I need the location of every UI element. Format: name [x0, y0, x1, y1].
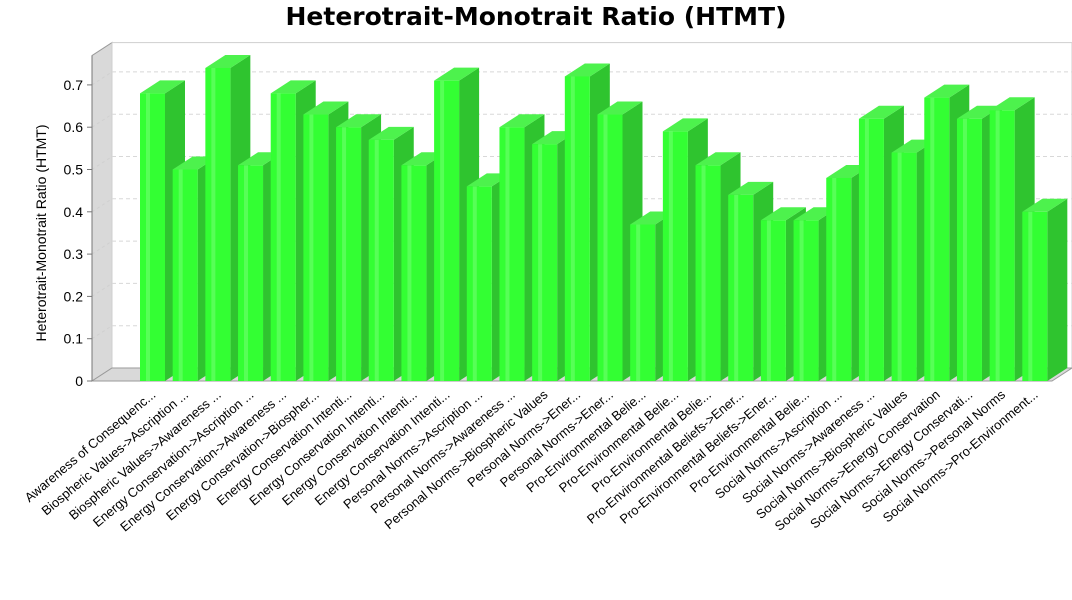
- bar-highlight: [570, 76, 575, 381]
- y-tick-label: 0.5: [64, 162, 84, 178]
- bar-front: [924, 97, 950, 381]
- bar-top: [662, 118, 708, 132]
- gridline-wall: [91, 113, 113, 128]
- bar-highlight: [440, 80, 445, 382]
- bar-front: [205, 67, 231, 381]
- bar-top: [760, 207, 806, 221]
- bar-top: [564, 63, 610, 77]
- bar-highlight: [505, 127, 510, 381]
- bar-top: [434, 67, 480, 81]
- gridline-wall: [91, 71, 113, 86]
- bar-highlight: [636, 224, 641, 381]
- y-tick-label: 0.2: [64, 288, 84, 304]
- bar-front: [140, 93, 165, 382]
- bar-front: [695, 165, 721, 381]
- y-tick-label: 0: [75, 373, 83, 389]
- bar-highlight: [995, 110, 1000, 381]
- bar-front: [728, 194, 754, 381]
- bar-top: [140, 80, 185, 94]
- bar-highlight: [146, 93, 150, 382]
- gridline-wall: [91, 240, 113, 255]
- bar-side: [1047, 198, 1068, 381]
- y-tick-label: 0.6: [64, 119, 84, 135]
- y-tick-label: 0.1: [64, 331, 84, 347]
- bar-highlight: [178, 169, 183, 381]
- bar-front: [434, 80, 460, 382]
- bar-front: [466, 186, 492, 381]
- bar-front: [172, 169, 198, 381]
- bar-highlight: [309, 114, 314, 381]
- bar-highlight: [799, 220, 804, 381]
- bar-top: [695, 152, 741, 166]
- y-tick-label: 0.3: [64, 246, 84, 262]
- bar-front: [891, 152, 917, 381]
- bar-highlight: [766, 220, 771, 381]
- bar-front: [499, 127, 525, 381]
- bar-highlight: [1028, 211, 1033, 381]
- bar-top: [368, 126, 414, 140]
- bar-front: [532, 144, 558, 381]
- bar-front: [1022, 211, 1048, 381]
- gridline-wall: [91, 325, 113, 340]
- bar-top: [270, 80, 316, 94]
- y-axis-title: Heterotrait-Monotrait Ratio (HTMT): [33, 124, 49, 341]
- bar-front: [564, 76, 590, 381]
- bars: [140, 54, 1068, 382]
- bar-highlight: [472, 186, 477, 381]
- bar-front: [760, 220, 786, 381]
- bar-highlight: [701, 165, 706, 381]
- bar-top: [956, 105, 1002, 119]
- bar-front: [989, 110, 1015, 381]
- bar-highlight: [864, 118, 869, 382]
- bar-top: [989, 97, 1035, 111]
- bar-front: [401, 165, 427, 381]
- bar-top: [205, 54, 251, 68]
- bar-front: [597, 114, 623, 381]
- y-tick-label: 0.7: [64, 77, 84, 93]
- bar-front: [270, 93, 296, 382]
- bar-highlight: [603, 114, 608, 381]
- bar-highlight: [930, 97, 935, 381]
- bar-top: [597, 101, 643, 115]
- bar-highlight: [276, 93, 281, 382]
- bar-top: [858, 105, 904, 119]
- bar-highlight: [734, 194, 739, 381]
- bar-front: [956, 118, 982, 382]
- bar-highlight: [832, 177, 837, 381]
- bar-highlight: [342, 127, 347, 381]
- bar-front: [368, 139, 394, 381]
- bar-highlight: [211, 67, 216, 381]
- bar-top: [924, 84, 970, 98]
- bar: [1022, 198, 1068, 381]
- bar-top: [499, 114, 545, 128]
- bar-front: [238, 165, 264, 381]
- bar-front: [858, 118, 884, 382]
- bar-front: [630, 224, 656, 381]
- bar-front: [662, 131, 688, 381]
- bar-front: [793, 220, 819, 381]
- gridline-wall: [91, 282, 113, 297]
- bar-highlight: [538, 144, 543, 381]
- bar-highlight: [897, 152, 902, 381]
- y-tick-label: 0.4: [64, 204, 84, 220]
- bar-highlight: [668, 131, 673, 381]
- bar-top: [303, 101, 349, 115]
- chart-title: Heterotrait-Monotrait Ratio (HTMT): [285, 2, 787, 31]
- bar-front: [826, 177, 852, 381]
- left-wall: [91, 41, 113, 382]
- bar-front: [336, 127, 362, 381]
- gridline-wall: [91, 198, 113, 213]
- x-axis-labels: Awareness of Consequenc...Biospheric Val…: [22, 386, 1041, 534]
- bar-top: [336, 114, 382, 128]
- y-axis: 0 0.1 0.2 0.3 0.4 0.5 0.6 0.7: [64, 55, 93, 389]
- bar-front: [303, 114, 329, 381]
- bar-highlight: [962, 118, 967, 382]
- bar-highlight: [407, 165, 412, 381]
- gridline-wall: [91, 156, 113, 170]
- bar-highlight: [244, 165, 249, 381]
- bar-highlight: [374, 139, 379, 381]
- bar-top: [1022, 198, 1068, 212]
- bar-top: [728, 181, 774, 195]
